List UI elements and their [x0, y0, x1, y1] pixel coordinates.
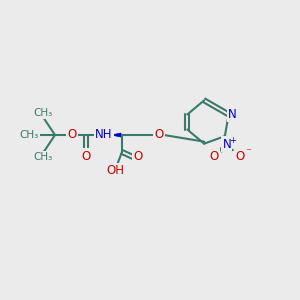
Text: ⁻: ⁻ — [245, 147, 251, 157]
Text: N: N — [223, 138, 231, 151]
Text: CH₃: CH₃ — [33, 152, 52, 162]
Text: O: O — [81, 149, 91, 163]
Text: O: O — [68, 128, 76, 140]
Text: NH: NH — [95, 128, 113, 140]
Text: O: O — [134, 151, 142, 164]
Polygon shape — [111, 133, 121, 137]
Text: N: N — [228, 108, 237, 121]
Text: CH₃: CH₃ — [33, 108, 52, 118]
Text: CH₃: CH₃ — [20, 130, 39, 140]
Text: OH: OH — [106, 164, 124, 178]
Text: O: O — [235, 150, 244, 163]
Text: O: O — [209, 150, 218, 163]
Text: +: + — [230, 136, 236, 145]
Text: O: O — [154, 128, 164, 142]
